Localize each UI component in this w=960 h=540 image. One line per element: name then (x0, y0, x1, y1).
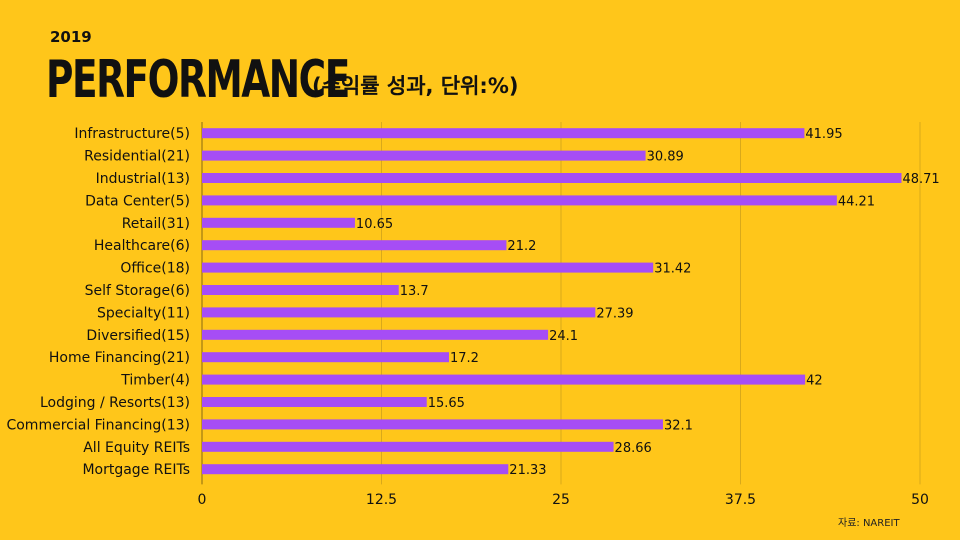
x-tick-label: 0 (198, 492, 207, 508)
page-title: PERFORMANCE (46, 50, 350, 110)
x-tick-label: 50 (911, 492, 929, 508)
bar (202, 374, 806, 385)
bars (202, 128, 902, 475)
value-label: 48.71 (902, 172, 939, 187)
bar (202, 352, 449, 363)
category-labels: Infrastructure(5) Residential(21) Industri… (6, 126, 190, 478)
value-label: 17.2 (450, 351, 479, 366)
page-subtitle: (수익률 성과, 단위:%) (312, 74, 519, 98)
category-label: Self Storage(6) (85, 283, 190, 299)
x-tick-label: 25 (552, 492, 570, 508)
value-label: 10.65 (356, 217, 393, 232)
category-label: Diversified(15) (86, 328, 190, 344)
category-label: Industrial(13) (96, 171, 190, 187)
value-labels: 41.95 30.89 48.71 44.21 10.65 21.2 31.42 13.7 27… (356, 127, 940, 478)
bar (202, 329, 549, 340)
category-label: Healthcare(6) (94, 238, 190, 254)
category-label: Commercial Financing(13) (6, 417, 190, 433)
bar (202, 464, 509, 475)
x-tick-labels: 0 12.5 25 37.5 50 (198, 492, 929, 508)
value-label: 31.42 (654, 262, 691, 277)
value-label: 41.95 (805, 127, 842, 142)
x-tick-label: 37.5 (725, 492, 756, 508)
source-note: 자료: NAREIT (838, 518, 900, 529)
value-label: 42 (806, 374, 823, 389)
bar (202, 307, 596, 318)
category-label: Timber(4) (120, 373, 190, 389)
bar (202, 285, 399, 295)
bar (202, 150, 646, 161)
category-label: Infrastructure(5) (74, 126, 190, 142)
value-label: 32.1 (664, 418, 693, 433)
bar (202, 173, 902, 183)
bar (202, 195, 837, 206)
x-tick-label: 12.5 (366, 492, 397, 508)
bar (202, 419, 663, 430)
bar (202, 128, 805, 139)
category-label: Lodging / Resorts(13) (40, 395, 190, 411)
value-label: 30.89 (647, 150, 684, 165)
value-label: 27.39 (596, 306, 633, 321)
value-label: 28.66 (615, 441, 652, 456)
category-label: All Equity REITs (83, 440, 190, 456)
value-label: 15.65 (428, 396, 465, 411)
bar (202, 262, 654, 273)
category-label: Retail(31) (122, 216, 190, 232)
category-label: Data Center(5) (85, 193, 190, 209)
value-label: 13.7 (400, 284, 429, 299)
category-label: Specialty(11) (97, 305, 190, 321)
bar (202, 397, 427, 407)
value-label: 21.2 (507, 239, 536, 254)
bar (202, 240, 507, 251)
category-label: Residential(21) (84, 149, 190, 165)
bar (202, 217, 355, 228)
category-label: Home Financing(21) (49, 350, 190, 366)
category-label: Mortgage REITs (82, 462, 190, 478)
bar (202, 441, 614, 452)
value-label: 24.1 (549, 329, 578, 344)
value-label: 21.33 (509, 463, 546, 478)
year-label: 2019 (50, 28, 92, 46)
category-label: Office(18) (120, 261, 190, 277)
value-label: 44.21 (838, 194, 875, 209)
